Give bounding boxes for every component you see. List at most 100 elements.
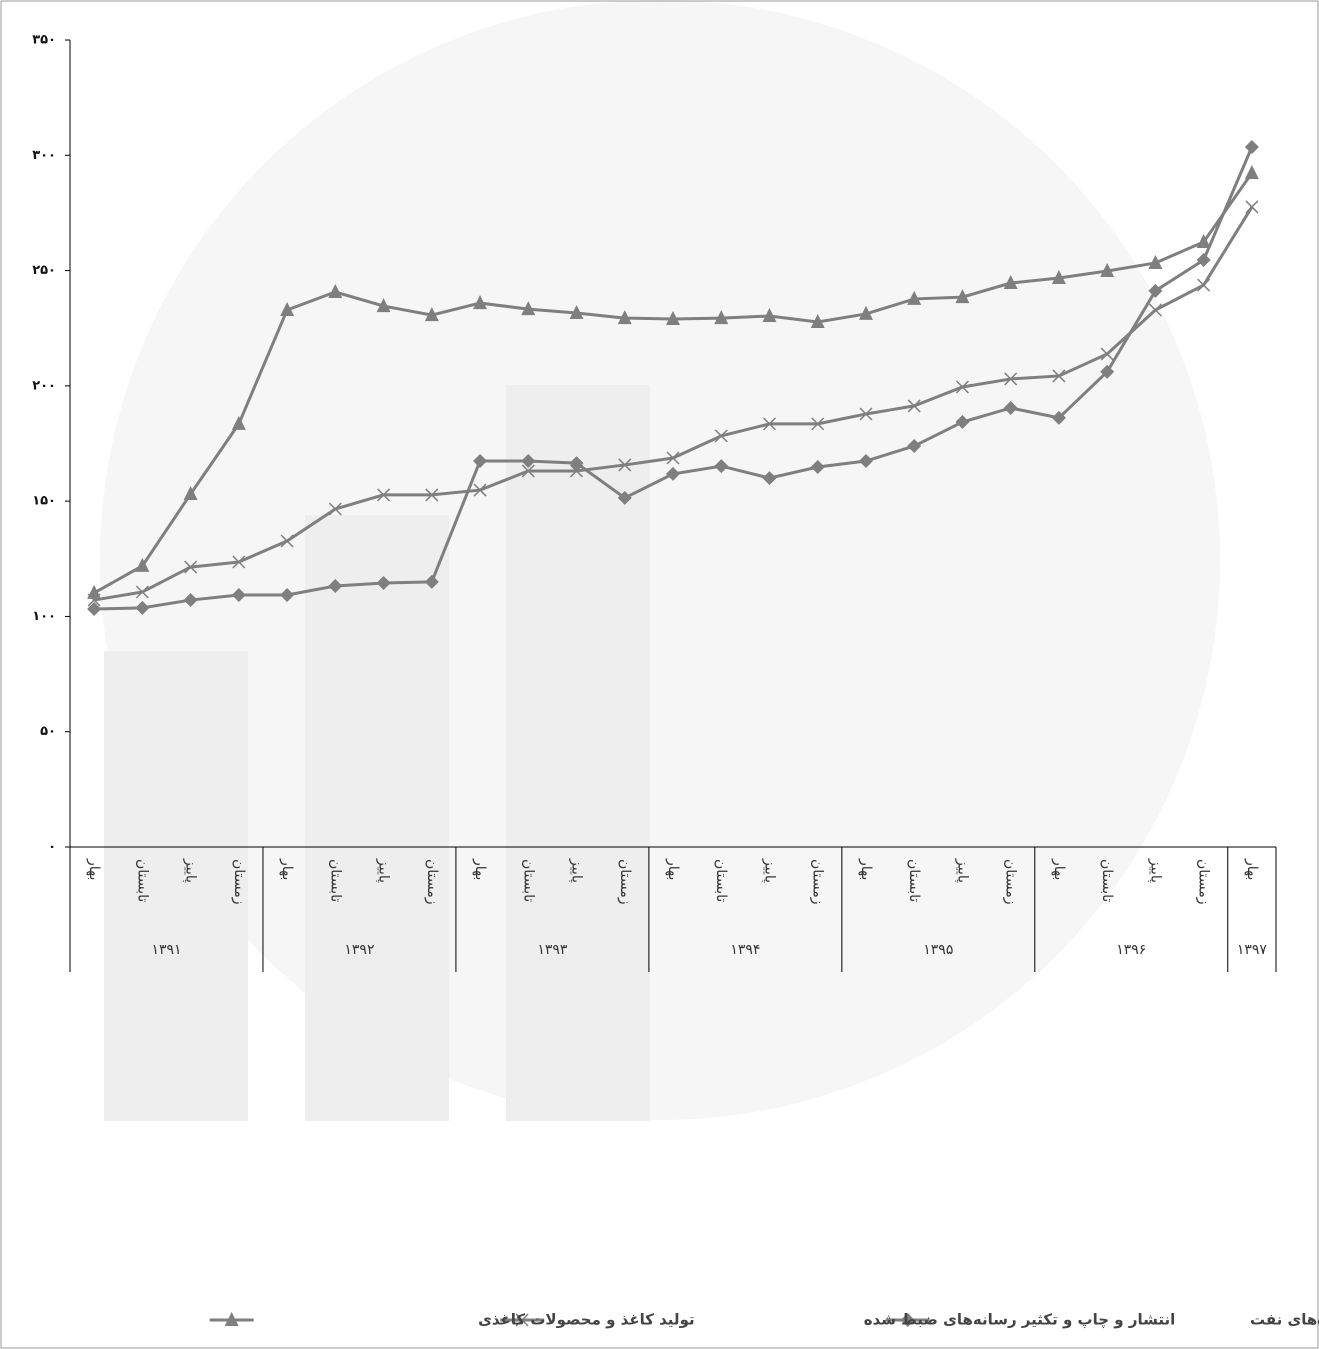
watermark-bar (104, 651, 248, 1121)
marker (424, 307, 439, 322)
marker (328, 502, 342, 516)
y-tick-label: ۲۵۰ (32, 263, 56, 278)
marker (473, 483, 487, 497)
marker (87, 584, 102, 599)
x-tick-label: بهار (665, 858, 681, 880)
marker (907, 439, 922, 454)
y-tick-label: ۳۰۰ (32, 148, 56, 163)
marker (859, 407, 873, 421)
marker (1148, 254, 1163, 269)
marker (376, 575, 391, 590)
marker (666, 310, 680, 325)
marker (280, 534, 294, 548)
marker (666, 451, 680, 465)
legend-label: تولید کاغذ و محصولات کاغذی (478, 1311, 694, 1329)
group-label: ۱۳۹۲ (344, 942, 374, 958)
marker (1051, 269, 1066, 284)
marker (569, 464, 584, 478)
marker (955, 289, 970, 304)
x-tick-label: تابستان (1099, 859, 1115, 902)
y-tick-label: ۲۰۰ (32, 378, 56, 393)
marker (328, 578, 343, 593)
marker (521, 301, 536, 316)
marker (1004, 372, 1018, 386)
x-tick-label: بهار (86, 858, 102, 880)
watermark-bar (506, 385, 650, 1121)
x-tick-label: پاییز (954, 858, 970, 883)
marker (569, 304, 584, 319)
marker (328, 284, 343, 299)
marker (1051, 410, 1066, 425)
x-tick-label: تابستان (520, 859, 536, 902)
marker (224, 1312, 239, 1326)
marker (1196, 252, 1211, 267)
marker (377, 488, 391, 502)
group-label: ۱۳۹۶ (1116, 942, 1146, 958)
x-tick-label: بهار (858, 858, 874, 880)
group-label: ۱۳۹۵ (923, 942, 953, 958)
x-tick-label: بهار (472, 858, 488, 880)
group-label: ۱۳۹۴ (730, 942, 760, 958)
x-tick-label: تابستان (713, 859, 729, 902)
legend-label: انتشار و چاپ و تکثیر رسانه‌های ضبط شده (864, 1311, 1176, 1330)
x-tick-label: پاییز (376, 858, 392, 883)
x-tick-label: زمستان (1196, 859, 1212, 905)
marker (521, 454, 536, 469)
marker (1100, 347, 1114, 361)
marker (135, 557, 150, 572)
x-tick-label: پاییز (569, 858, 585, 883)
marker (810, 460, 825, 475)
marker (1148, 303, 1162, 317)
marker (232, 555, 246, 569)
y-tick-label: ۱۵۰ (32, 494, 56, 509)
marker (1100, 263, 1115, 278)
marker (87, 602, 102, 617)
marker (231, 587, 246, 602)
x-tick-label: زمستان (424, 859, 440, 905)
x-tick-label: تابستان (906, 859, 922, 902)
marker (858, 454, 873, 469)
x-tick-label: بهار (279, 858, 295, 880)
marker (714, 310, 729, 325)
x-tick-label: تابستان (327, 859, 343, 902)
watermark (100, 0, 1220, 1120)
group-label: ۱۳۹۷ (1237, 942, 1268, 958)
marker (376, 298, 391, 313)
x-tick-label: پاییز (1147, 858, 1163, 883)
x-tick-label: زمستان (231, 859, 247, 905)
marker (900, 1313, 915, 1327)
marker (1244, 165, 1259, 180)
marker (135, 600, 150, 615)
marker (666, 466, 680, 481)
marker (618, 458, 632, 472)
watermark-bar (305, 515, 449, 1121)
marker (617, 310, 632, 325)
marker (714, 429, 728, 443)
marker (280, 301, 295, 316)
y-tick-label: ۱۰۰ (32, 609, 56, 624)
x-tick-label: پاییز (183, 858, 199, 883)
marker (1003, 275, 1018, 290)
marker (955, 380, 969, 394)
y-tick-label: ۳۵۰ (32, 33, 56, 48)
marker (280, 587, 295, 602)
marker (955, 415, 970, 430)
marker (1245, 200, 1259, 214)
marker (858, 305, 873, 320)
marker (473, 295, 488, 310)
marker (1100, 364, 1115, 379)
x-tick-label: زمستان (617, 859, 633, 905)
x-tick-label: زمستان (1003, 859, 1019, 905)
legend-label: صنایع تولید زغال سنگ- پالایشگاه‌های نفت (1250, 1311, 1319, 1330)
marker (762, 307, 777, 322)
marker (762, 471, 777, 486)
marker (1148, 283, 1163, 298)
x-tick-label: بهار (1244, 858, 1260, 880)
marker (907, 399, 921, 413)
marker (1244, 139, 1259, 154)
marker (135, 585, 149, 599)
marker (515, 1313, 529, 1327)
